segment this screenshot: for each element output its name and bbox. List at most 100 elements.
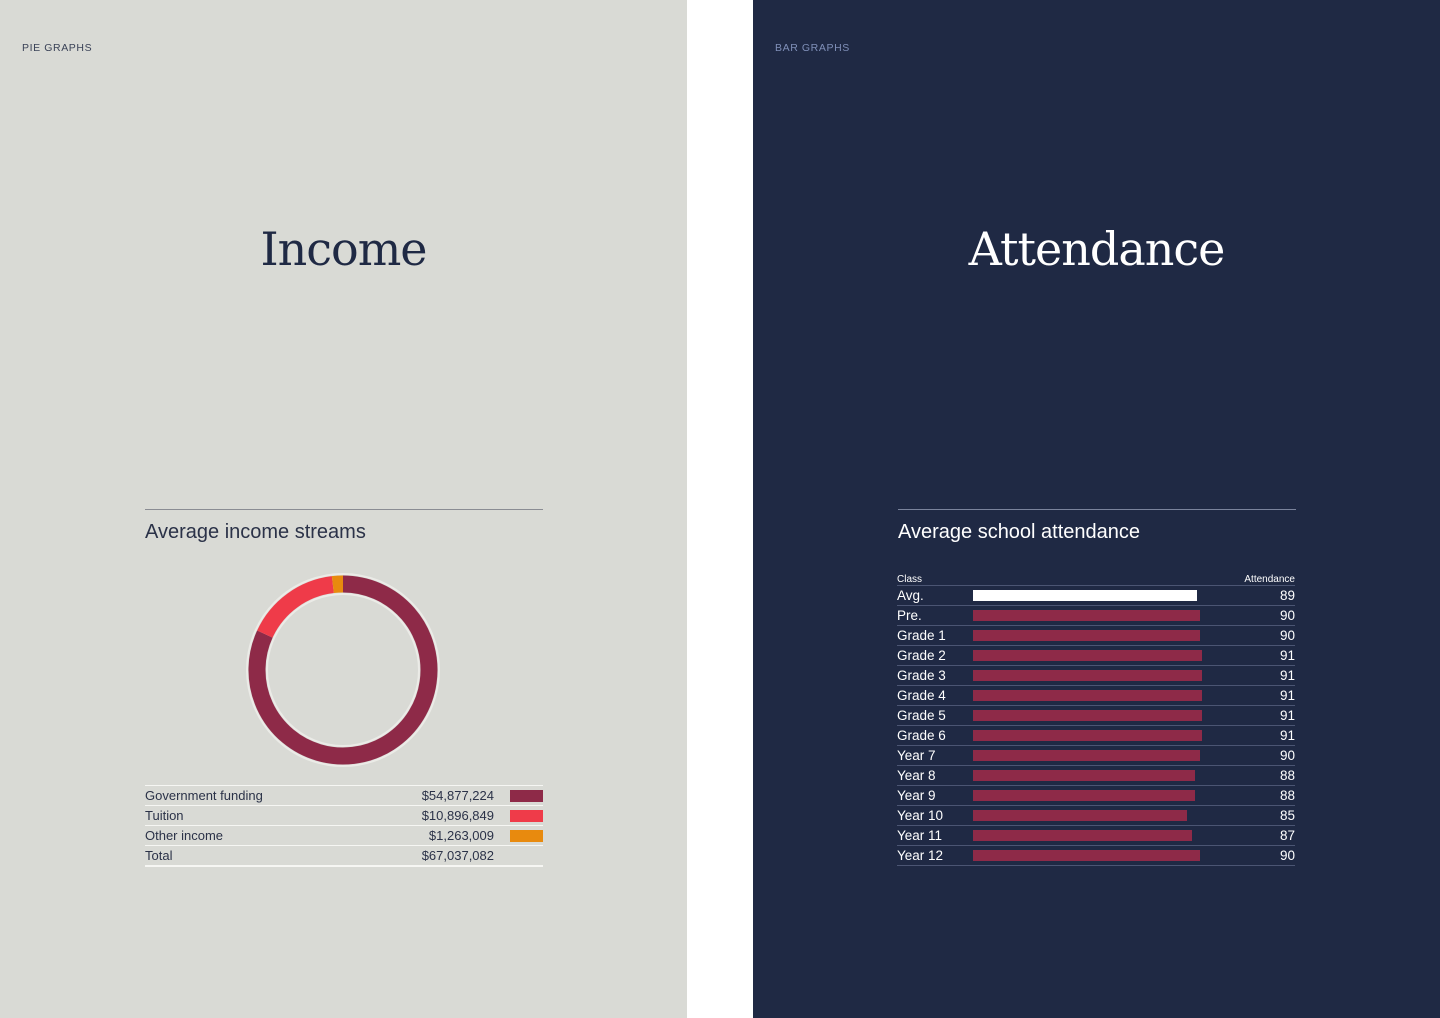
column-header-attendance: Attendance [1244, 570, 1295, 586]
bar-cell [973, 845, 1245, 866]
attendance-row: Avg. 89 [897, 585, 1295, 606]
legend-swatch-cell [510, 805, 543, 826]
legend-label: Other income [145, 825, 354, 846]
attendance-bar-5 [973, 690, 1203, 701]
section-label: PIE GRAPHS [22, 42, 93, 54]
attendance-row: Year 8 88 [897, 765, 1295, 786]
legend-value: $67,037,082 [353, 845, 510, 867]
class-label: Avg. [897, 585, 973, 606]
attendance-row: Grade 3 91 [897, 665, 1295, 686]
attendance-value: 90 [1244, 745, 1295, 766]
attendance-row: Year 9 88 [897, 785, 1295, 806]
class-label: Year 7 [897, 745, 973, 766]
legend-label: Tuition [145, 805, 354, 826]
bar-cell [973, 585, 1245, 606]
attendance-value: 91 [1244, 685, 1295, 706]
legend-row: Tuition $10,896,849 [145, 805, 543, 826]
attendance-bar-0 [973, 590, 1198, 601]
legend-label: Total [145, 845, 354, 867]
attendance-row: Year 11 87 [897, 825, 1295, 846]
class-label: Grade 3 [897, 665, 973, 686]
income-donut-chart [246, 573, 440, 767]
bar-cell [973, 665, 1245, 686]
attendance-value: 90 [1244, 845, 1295, 866]
legend-swatch-cell [510, 845, 543, 867]
bar-cell [973, 625, 1245, 646]
legend-row: Total $67,037,082 [145, 845, 543, 867]
attendance-row: Grade 4 91 [897, 685, 1295, 706]
class-label: Year 11 [897, 825, 973, 846]
legend-row: Other income $1,263,009 [145, 825, 543, 846]
class-label: Grade 5 [897, 705, 973, 726]
bar-cell [973, 645, 1245, 666]
bar-cell [973, 805, 1245, 826]
attendance-row: Grade 1 90 [897, 625, 1295, 646]
attendance-row: Grade 6 91 [897, 725, 1295, 746]
column-header-class: Class [897, 570, 973, 586]
attendance-bar-table: Class Attendance Avg. 89 Pre. 90 Grade 1 90 Gr… [897, 570, 1295, 866]
attendance-bar-7 [973, 730, 1203, 741]
legend-label: Government funding [145, 785, 354, 806]
class-label: Year 8 [897, 765, 973, 786]
legend-value: $10,896,849 [353, 805, 510, 826]
donut-slice-1 [257, 576, 335, 638]
legend-row: Government funding $54,877,224 [145, 785, 543, 806]
attendance-bar-10 [973, 790, 1195, 801]
legend-swatch-cell [510, 785, 543, 806]
class-label: Pre. [897, 605, 973, 626]
attendance-value: 91 [1244, 645, 1295, 666]
bar-cell [973, 725, 1245, 746]
bar-cell [973, 685, 1245, 706]
income-page: PIE GRAPHS Income Average income streams… [0, 0, 687, 1018]
attendance-bar-12 [973, 830, 1193, 841]
attendance-value: 89 [1244, 585, 1295, 606]
attendance-value: 91 [1244, 725, 1295, 746]
legend-swatch-1 [510, 809, 543, 822]
bar-cell [973, 705, 1245, 726]
attendance-value: 88 [1244, 765, 1295, 786]
attendance-value: 91 [1244, 665, 1295, 686]
donut-inner-ring [266, 593, 420, 747]
attendance-bar-4 [973, 670, 1203, 681]
attendance-bar-13 [973, 850, 1200, 861]
legend-value: $54,877,224 [353, 785, 510, 806]
attendance-value: 90 [1244, 625, 1295, 646]
class-label: Year 9 [897, 785, 973, 806]
legend-swatch-2 [510, 829, 543, 842]
attendance-bar-8 [973, 750, 1200, 761]
class-label: Grade 4 [897, 685, 973, 706]
legend-swatch-0 [510, 789, 543, 802]
chart-title: Average income streams [145, 521, 366, 543]
attendance-bar-2 [973, 630, 1200, 641]
column-header-bar [973, 570, 1245, 586]
attendance-bar-9 [973, 770, 1195, 781]
attendance-row: Year 10 85 [897, 805, 1295, 826]
attendance-value: 85 [1244, 805, 1295, 826]
attendance-value: 88 [1244, 785, 1295, 806]
class-label: Year 10 [897, 805, 973, 826]
attendance-bar-3 [973, 650, 1203, 661]
legend-value: $1,263,009 [353, 825, 510, 846]
attendance-row: Grade 2 91 [897, 645, 1295, 666]
bar-cell [973, 785, 1245, 806]
bar-cell [973, 605, 1245, 626]
attendance-value: 87 [1244, 825, 1295, 846]
bar-cell [973, 745, 1245, 766]
bar-cell [973, 825, 1245, 846]
donut-slice-0 [248, 575, 438, 765]
bar-cell [973, 765, 1245, 786]
attendance-row: Grade 5 91 [897, 705, 1295, 726]
attendance-row: Pre. 90 [897, 605, 1295, 626]
attendance-bar-11 [973, 810, 1188, 821]
divider [145, 509, 543, 510]
attendance-value: 91 [1244, 705, 1295, 726]
section-label: BAR GRAPHS [775, 42, 850, 54]
attendance-row: Year 7 90 [897, 745, 1295, 766]
class-label: Grade 1 [897, 625, 973, 646]
page-title: Attendance [968, 222, 1226, 276]
attendance-bar-1 [973, 610, 1200, 621]
divider [898, 509, 1296, 510]
donut-slice-2 [331, 575, 344, 594]
attendance-row: Year 12 90 [897, 845, 1295, 866]
class-label: Grade 2 [897, 645, 973, 666]
